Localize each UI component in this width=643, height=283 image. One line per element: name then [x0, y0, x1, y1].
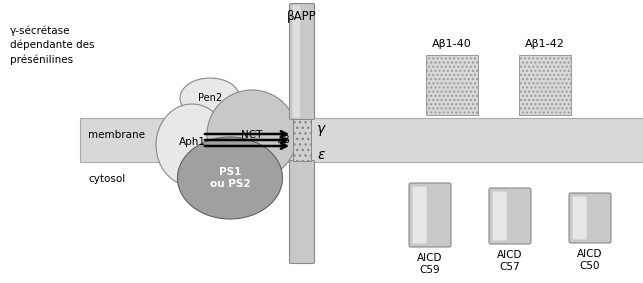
- FancyBboxPatch shape: [293, 5, 300, 117]
- Text: βAPP: βAPP: [287, 10, 317, 23]
- Text: cytosol: cytosol: [88, 174, 125, 184]
- Text: AICD
C57: AICD C57: [497, 250, 523, 273]
- FancyBboxPatch shape: [413, 186, 427, 243]
- Bar: [80, 118, 643, 162]
- FancyBboxPatch shape: [569, 193, 611, 243]
- Text: Aβ1-40: Aβ1-40: [432, 39, 472, 49]
- Ellipse shape: [207, 90, 297, 180]
- Ellipse shape: [156, 104, 228, 186]
- Text: Aph1: Aph1: [179, 137, 206, 147]
- FancyBboxPatch shape: [493, 192, 507, 241]
- Text: AICD
C50: AICD C50: [577, 249, 602, 271]
- FancyBboxPatch shape: [489, 188, 531, 244]
- Text: ε: ε: [317, 148, 325, 162]
- Text: Aβ1-42: Aβ1-42: [525, 39, 565, 49]
- FancyBboxPatch shape: [572, 196, 587, 239]
- Bar: [426, 55, 478, 115]
- Text: γ: γ: [317, 122, 325, 136]
- Text: AICD
C59: AICD C59: [417, 253, 443, 275]
- Bar: [293, 119, 311, 161]
- Ellipse shape: [177, 137, 282, 219]
- Ellipse shape: [180, 78, 240, 118]
- FancyBboxPatch shape: [289, 3, 314, 119]
- Text: NCT: NCT: [241, 130, 263, 140]
- Text: γ-sécrétase
dépendante des
présénilines: γ-sécrétase dépendante des présénilines: [10, 25, 95, 65]
- Text: membrane: membrane: [88, 130, 145, 140]
- FancyBboxPatch shape: [409, 183, 451, 247]
- Bar: [519, 55, 571, 115]
- Text: Pen2: Pen2: [198, 93, 222, 103]
- Text: PS1
ou PS2: PS1 ou PS2: [210, 167, 250, 189]
- FancyBboxPatch shape: [289, 160, 314, 263]
- Text: Aβ: Aβ: [278, 135, 291, 145]
